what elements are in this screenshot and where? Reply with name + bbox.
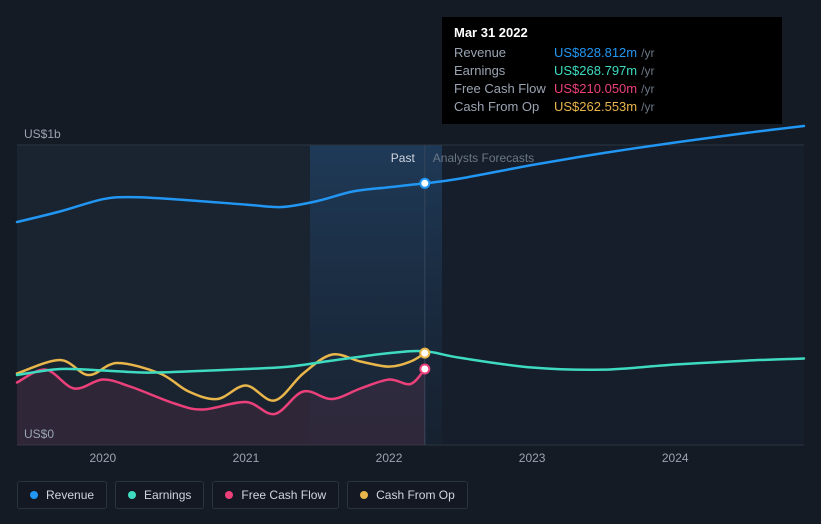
y-axis-label-top: US$1b bbox=[24, 127, 61, 141]
chart-legend: Revenue Earnings Free Cash Flow Cash From O… bbox=[17, 481, 468, 509]
tooltip-row-value: US$262.553m bbox=[554, 98, 637, 116]
tooltip-row: EarningsUS$268.797m/yr bbox=[454, 62, 770, 80]
tooltip-row-unit: /yr bbox=[641, 80, 654, 98]
tooltip-date: Mar 31 2022 bbox=[454, 25, 770, 40]
financials-chart: US$1b US$0 Past Analysts Forecasts 2020 2… bbox=[0, 0, 821, 524]
legend-dot-icon bbox=[30, 491, 38, 499]
tooltip-row-value: US$210.050m bbox=[554, 80, 637, 98]
tooltip-row-unit: /yr bbox=[641, 98, 654, 116]
tooltip-row-value: US$828.812m bbox=[554, 44, 637, 62]
tooltip-row: Free Cash FlowUS$210.050m/yr bbox=[454, 80, 770, 98]
legend-item-earnings[interactable]: Earnings bbox=[115, 481, 204, 509]
x-axis-tick: 2024 bbox=[662, 451, 689, 465]
legend-item-label: Cash From Op bbox=[376, 488, 455, 502]
legend-item-cfo[interactable]: Cash From Op bbox=[347, 481, 468, 509]
legend-dot-icon bbox=[128, 491, 136, 499]
x-axis-tick: 2020 bbox=[89, 451, 116, 465]
legend-item-label: Earnings bbox=[144, 488, 191, 502]
tooltip-row: Cash From OpUS$262.553m/yr bbox=[454, 98, 770, 116]
tooltip-row-label: Free Cash Flow bbox=[454, 80, 554, 98]
legend-item-label: Free Cash Flow bbox=[241, 488, 326, 502]
chart-tooltip: Mar 31 2022 RevenueUS$828.812m/yrEarning… bbox=[442, 17, 782, 124]
legend-dot-icon bbox=[225, 491, 233, 499]
legend-item-fcf[interactable]: Free Cash Flow bbox=[212, 481, 339, 509]
tooltip-row-label: Revenue bbox=[454, 44, 554, 62]
tooltip-row-value: US$268.797m bbox=[554, 62, 637, 80]
y-axis-label-bottom: US$0 bbox=[24, 427, 54, 441]
legend-item-revenue[interactable]: Revenue bbox=[17, 481, 107, 509]
analysts-forecasts-label: Analysts Forecasts bbox=[433, 151, 534, 165]
legend-item-label: Revenue bbox=[46, 488, 94, 502]
x-axis-tick: 2023 bbox=[519, 451, 546, 465]
x-axis-tick: 2022 bbox=[376, 451, 403, 465]
tooltip-row-label: Earnings bbox=[454, 62, 554, 80]
legend-dot-icon bbox=[360, 491, 368, 499]
tooltip-row-unit: /yr bbox=[641, 44, 654, 62]
tooltip-row-unit: /yr bbox=[641, 62, 654, 80]
tooltip-row-label: Cash From Op bbox=[454, 98, 554, 116]
x-axis-tick: 2021 bbox=[233, 451, 260, 465]
past-label: Past bbox=[391, 151, 415, 165]
tooltip-row: RevenueUS$828.812m/yr bbox=[454, 44, 770, 62]
